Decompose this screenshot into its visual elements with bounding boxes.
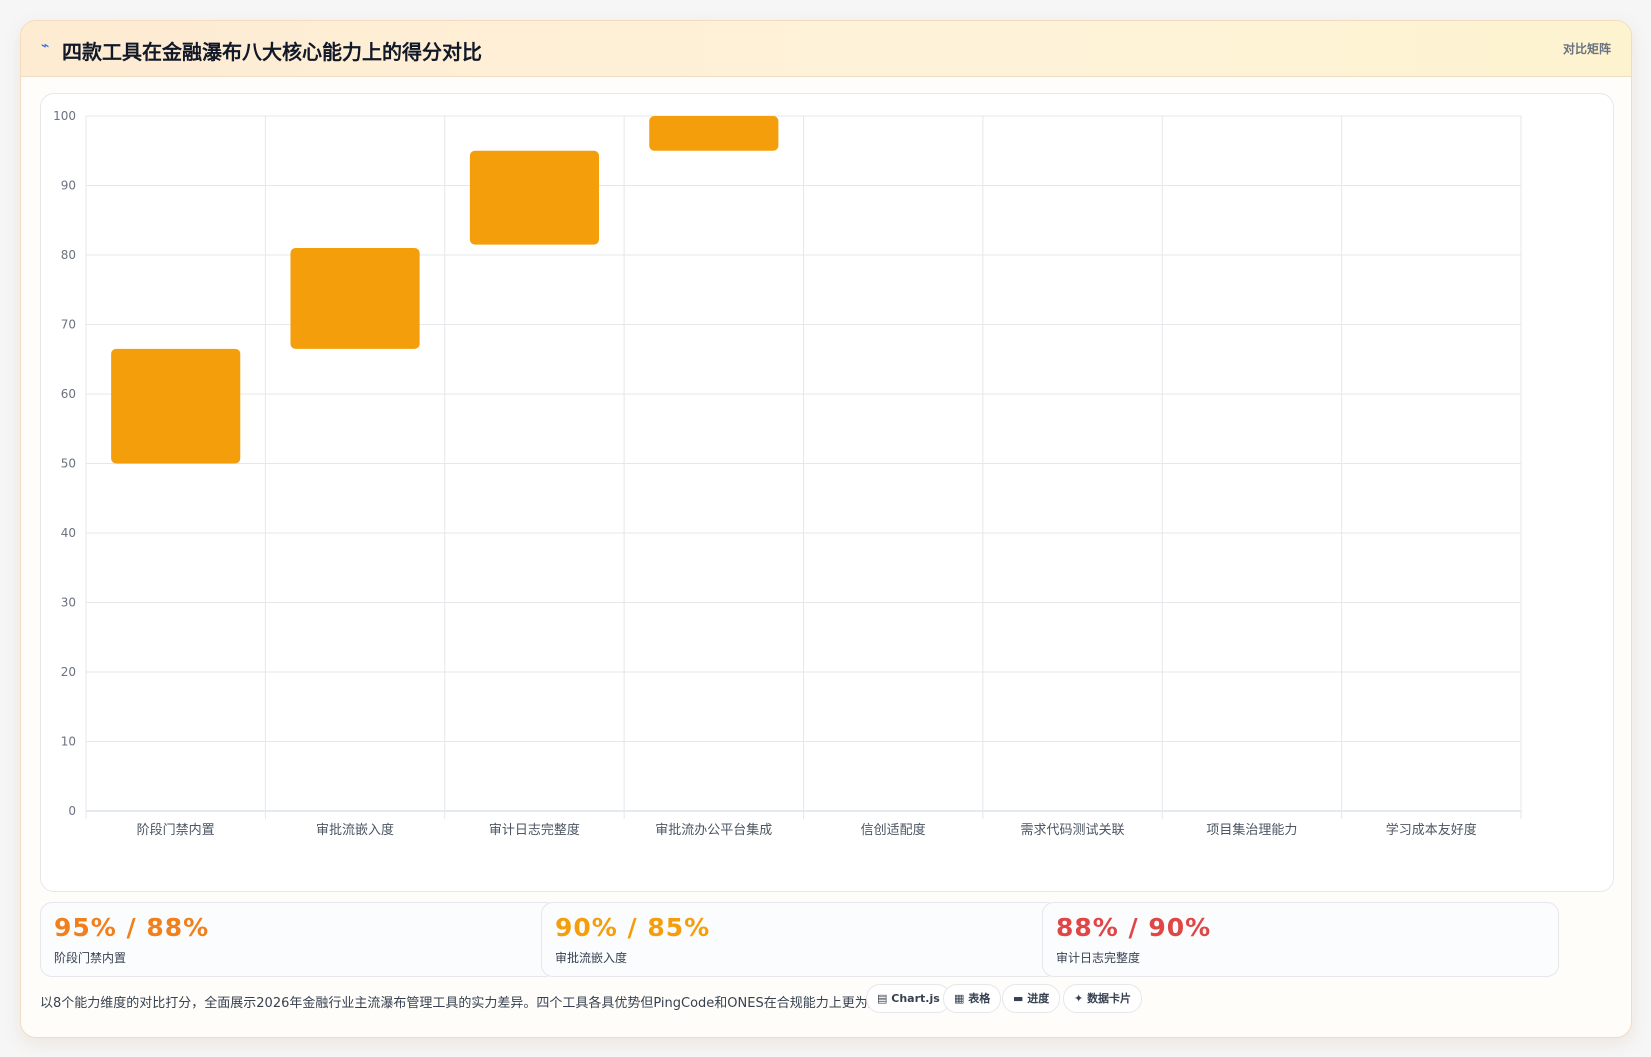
x-tick-label: 审计日志完整度 [489,822,580,838]
bar [469,150,600,245]
chip-chartjs[interactable]: ▤ Chart.js [866,984,951,1013]
stat-value: 90% / 85% [555,913,711,942]
y-tick-label: 60 [61,387,76,401]
bar [649,116,779,151]
chart-card: ⌁ 四款工具在金融瀑布八大核心能力上的得分对比 对比矩阵 0 10 20 30 40 50… [20,20,1632,1038]
stat-card-2: 90% / 85% 审批流嵌入度 [541,902,1058,977]
chart-line-icon: ⌁ [41,38,50,54]
footer-description: 以8个能力维度的对比打分，全面展示2026年金融行业主流瀑布管理工具的实力差异。… [40,996,907,1011]
y-tick-label: 0 [68,804,76,818]
chart-area: 0 10 20 30 40 50 60 70 80 90 100 阶段门禁内置 审批流嵌入度 审计日志完整… [40,93,1614,892]
chart-icon: ▤ [877,992,888,1005]
card-header: ⌁ 四款工具在金融瀑布八大核心能力上的得分对比 对比矩阵 [21,21,1631,77]
chip-progress[interactable]: ▬ 进度 [1002,984,1061,1013]
x-tick-label: 审批流嵌入度 [316,822,394,838]
x-tick-label: 审批流办公平台集成 [655,822,772,838]
y-tick-label: 80 [61,248,76,262]
x-tick-label: 需求代码测试关联 [1021,823,1125,838]
chip-table[interactable]: ▦ 表格 [943,984,1002,1013]
chip-data-card[interactable]: ✦ 数据卡片 [1063,984,1143,1013]
y-tick-label: 100 [53,109,76,123]
sparkle-icon: ✦ [1074,992,1084,1005]
bar [290,248,420,349]
x-tick-label: 阶段门禁内置 [137,822,215,838]
chip-label: 数据卡片 [1087,992,1132,1005]
table-icon: ▦ [954,992,965,1005]
progress-icon: ▬ [1013,992,1024,1005]
score-chart: 0 10 20 30 40 50 60 70 80 90 100 阶段门禁内置 审批流嵌入度 审计日志完整… [53,109,1522,838]
stat-label: 审批流嵌入度 [555,951,628,965]
stat-value: 95% / 88% [54,913,210,942]
y-tick-label: 40 [61,526,76,540]
chip-label: 表格 [968,992,991,1005]
y-tick-label: 90 [61,179,76,193]
y-tick-label: 30 [61,596,76,610]
comparison-matrix-tag: 对比矩阵 [1562,42,1611,56]
chip-label: Chart.js [891,992,940,1005]
stat-value: 88% / 90% [1056,913,1212,942]
card-title: 四款工具在金融瀑布八大核心能力上的得分对比 [62,40,482,64]
y-tick-label: 20 [61,665,76,679]
x-tick-label: 项目集治理能力 [1206,822,1297,838]
x-tick-label: 信创适配度 [861,822,926,838]
stat-label: 审计日志完整度 [1056,951,1141,965]
chip-label: 进度 [1027,992,1050,1005]
stat-card-3: 88% / 90% 审计日志完整度 [1042,902,1559,977]
bar [111,348,241,464]
x-tick-label: 学习成本友好度 [1386,822,1477,838]
y-tick-label: 50 [61,457,76,471]
stat-card-1: 95% / 88% 阶段门禁内置 [40,902,557,977]
y-tick-label: 70 [61,318,76,332]
stat-label: 阶段门禁内置 [54,951,127,965]
y-tick-label: 10 [61,735,76,749]
